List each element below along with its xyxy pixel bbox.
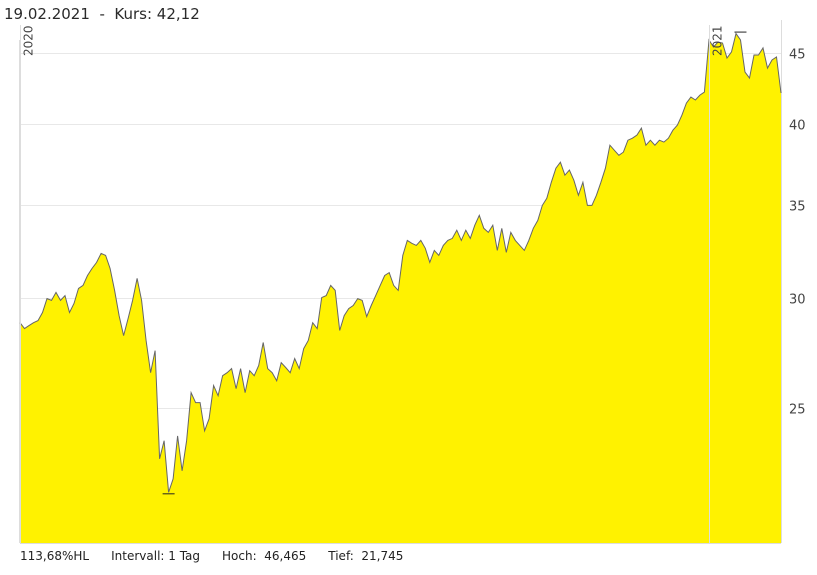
year-label: 2021 xyxy=(711,25,725,56)
y-tick-label: 30 xyxy=(789,293,806,308)
high-label: Hoch: 46,465 xyxy=(222,549,307,563)
y-tick-label: 35 xyxy=(789,200,806,215)
y-tick-label: 25 xyxy=(789,403,806,418)
current-date: 19.02.2021 xyxy=(4,5,90,23)
interval-label: Intervall: 1 Tag xyxy=(111,549,201,563)
chart-header: 19.02.2021 - Kurs: 42,12 xyxy=(4,5,200,23)
chart-footer: 113,68%HL Intervall: 1 Tag Hoch: 46,465 Tie… xyxy=(20,549,425,563)
price-area xyxy=(20,33,781,543)
year-label: 2020 xyxy=(22,25,36,56)
current-price: Kurs: 42,12 xyxy=(114,5,200,23)
y-tick-label: 40 xyxy=(789,119,806,134)
low-label: Tief: 21,745 xyxy=(328,549,404,563)
y-tick-label: 45 xyxy=(789,48,806,63)
hl-percent: 113,68%HL xyxy=(20,549,90,563)
separator: - xyxy=(99,5,105,23)
price-line xyxy=(19,32,782,493)
